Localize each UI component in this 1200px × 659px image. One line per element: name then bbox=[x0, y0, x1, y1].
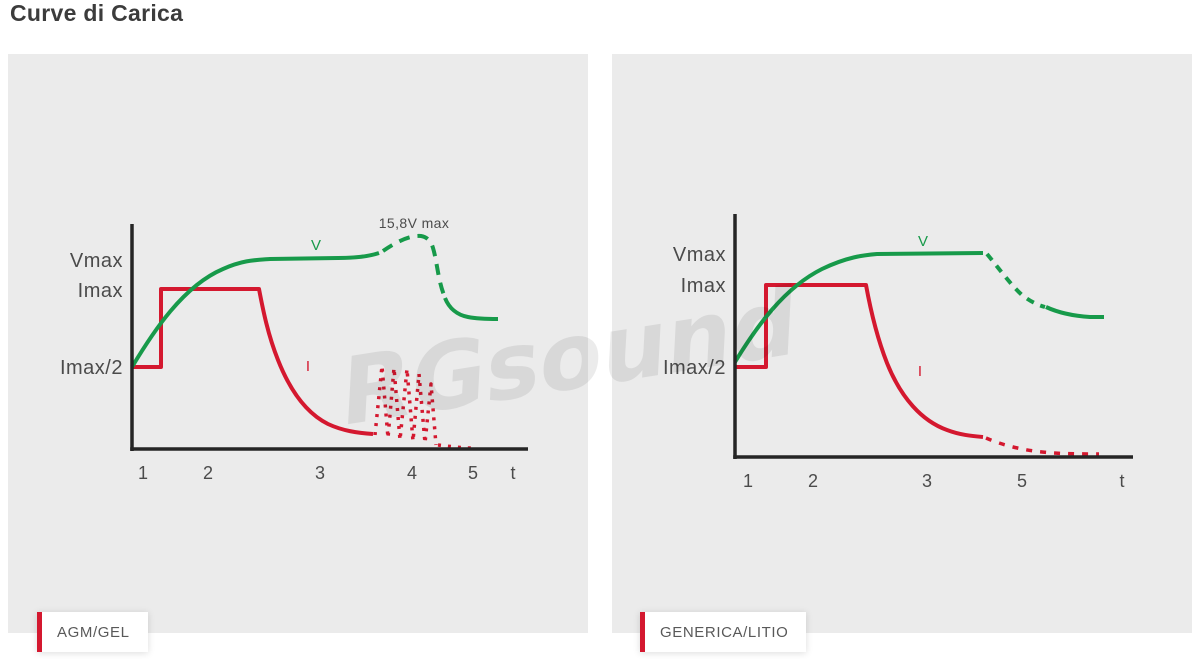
generica-litio-x-label-1: 2 bbox=[808, 471, 818, 491]
generica-litio-curve-V bbox=[733, 251, 984, 364]
badge-agm-gel: AGM/GEL bbox=[37, 612, 148, 652]
generica-litio-y-label-0: Vmax bbox=[673, 244, 726, 266]
agm-gel-x-label-5: t bbox=[510, 463, 515, 483]
generica-litio-series-label-V: V bbox=[918, 233, 928, 250]
agm-gel-annotation: 15,8V max bbox=[379, 215, 450, 231]
badge-generica-litio-label: GENERICA/LITIO bbox=[660, 623, 789, 641]
badge-agm-gel-label: AGM/GEL bbox=[57, 623, 130, 641]
agm-gel-x-label-1: 2 bbox=[203, 463, 213, 483]
generica-litio-x-label-0: 1 bbox=[743, 471, 753, 491]
agm-gel-curve-I bbox=[373, 364, 438, 446]
chart-panel-generica-litio: Vmax Imax Imax/2 1 2 3 5 t V I bbox=[612, 54, 1192, 633]
agm-gel-y-label-0: Vmax bbox=[70, 250, 123, 272]
agm-gel-chart-canvas: Vmax Imax Imax/2 1 2 3 4 5 t V I 15,8V max bbox=[60, 215, 528, 483]
generica-litio-curve-I bbox=[985, 436, 1100, 456]
agm-gel-curve-V bbox=[381, 233, 446, 296]
generica-litio-curve-V bbox=[1045, 305, 1104, 319]
agm-gel-curve-I bbox=[132, 287, 374, 436]
agm-gel-x-label-3: 4 bbox=[407, 463, 417, 483]
generica-litio-chart-canvas: Vmax Imax Imax/2 1 2 3 5 t V I bbox=[663, 214, 1133, 491]
agm-gel-y-label-1: Imax bbox=[78, 280, 123, 302]
agm-gel-x-label-4: 5 bbox=[468, 463, 478, 483]
agm-gel-curve-V bbox=[443, 297, 499, 321]
agm-gel-series-label-V: V bbox=[311, 237, 321, 254]
page-title: Curve di Carica bbox=[10, 0, 184, 26]
generica-litio-y-label-2: Imax/2 bbox=[663, 357, 726, 379]
generica-litio-series-label-I: I bbox=[918, 363, 922, 380]
generica-litio-x-label-3: 5 bbox=[1017, 471, 1027, 491]
generica-litio-y-label-1: Imax bbox=[681, 275, 726, 297]
agm-gel-curve-V bbox=[130, 251, 380, 369]
agm-gel-x-label-2: 3 bbox=[315, 463, 325, 483]
agm-gel-x-label-0: 1 bbox=[138, 463, 148, 483]
generica-litio-x-label-2: 3 bbox=[922, 471, 932, 491]
chart-panel-agm-gel: Vmax Imax Imax/2 1 2 3 4 5 t V I 15,8V max bbox=[8, 54, 588, 633]
generica-litio-curve-V bbox=[985, 252, 1046, 309]
generica-litio-x-label-4: t bbox=[1119, 471, 1124, 491]
badge-generica-litio: GENERICA/LITIO bbox=[640, 612, 807, 652]
agm-gel-y-label-2: Imax/2 bbox=[60, 357, 123, 379]
agm-gel-series-label-I: I bbox=[306, 358, 310, 375]
generica-litio-curve-I bbox=[735, 283, 984, 439]
